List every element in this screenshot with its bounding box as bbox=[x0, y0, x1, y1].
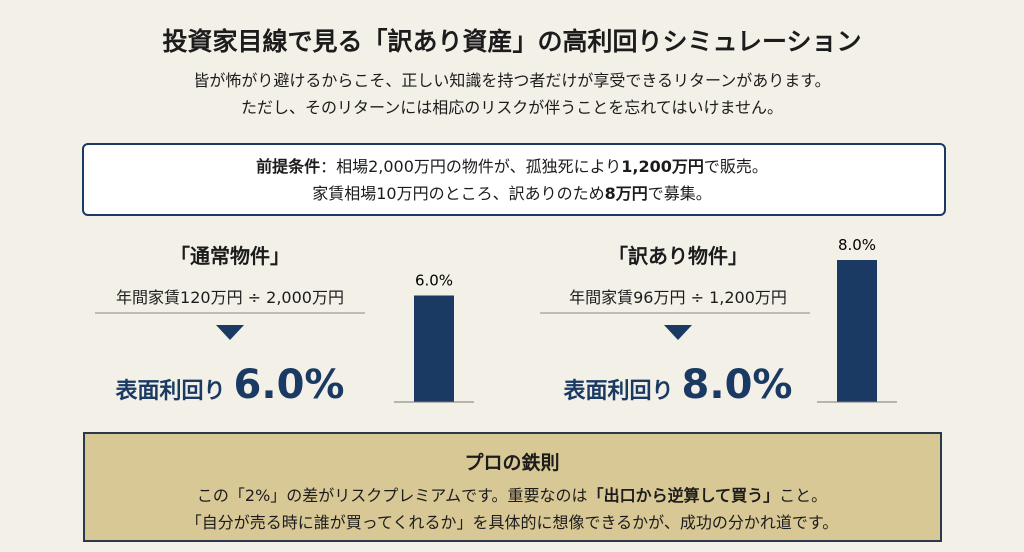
rule-line: 「自分が売る時に誰が買ってくれるか」を具体的に想像できるかが、成功の分かれ道です… bbox=[186, 509, 838, 533]
bar bbox=[837, 260, 877, 402]
rule-title: プロの鉄則 bbox=[464, 452, 560, 474]
formula: 年間家賃120万円 ÷ 2,000万円 bbox=[116, 288, 344, 307]
text-segment: この「2%」の差がリスクプレミアムです。重要なのは bbox=[196, 486, 588, 505]
card-title: 「訳あり物件」 bbox=[608, 244, 748, 268]
title: 投資家目線で見る「訳あり資産」の高利回りシミュレーション bbox=[162, 27, 862, 56]
yield-label: 表面利回り bbox=[563, 379, 674, 404]
yield: 表面利回り 6.0% bbox=[116, 362, 345, 408]
text-segment: ：相場2,000万円の物件が、孤独死により bbox=[320, 157, 622, 176]
subtitle: ただし、そのリターンには相応のリスクが伴うことを忘れてはいけません。 bbox=[241, 98, 783, 117]
subtitle: 皆が怖がり避けるからこそ、正しい知識を持つ者だけが享受できるリターンがあります。 bbox=[193, 71, 831, 90]
yield: 表面利回り 8.0% bbox=[564, 362, 793, 408]
yield-value: 6.0% bbox=[233, 362, 345, 408]
text-segment: 前提条件 bbox=[256, 157, 321, 176]
card-title: 「通常物件」 bbox=[170, 244, 290, 268]
premise-line: 前提条件：相場2,000万円の物件が、孤独死により1,200万円で販売。 bbox=[256, 153, 768, 177]
bar-label: 6.0% bbox=[415, 272, 453, 290]
premise-box bbox=[82, 143, 946, 216]
premise-line: 家賃相場10万円のところ、訳ありのため8万円で募集。 bbox=[312, 180, 712, 204]
text-segment: で募集。 bbox=[647, 184, 712, 203]
rule-line: この「2%」の差がリスクプレミアムです。重要なのは「出口から逆算して買う」こと。 bbox=[197, 482, 827, 506]
bar-label: 8.0% bbox=[838, 236, 876, 254]
formula: 年間家賃96万円 ÷ 1,200万円 bbox=[569, 288, 787, 307]
text-segment: 1,200万円 bbox=[621, 157, 704, 176]
text-segment: 8万円 bbox=[604, 184, 648, 203]
text-segment: で販売。 bbox=[703, 157, 768, 176]
text-segment: 「自分が売る時に誰が買ってくれるか」を具体的に想像できるかが、成功の分かれ道です… bbox=[185, 513, 839, 532]
yield-label: 表面利回り bbox=[115, 379, 226, 404]
arrow bbox=[216, 325, 244, 340]
yield-value: 8.0% bbox=[681, 362, 793, 408]
arrow bbox=[664, 325, 692, 340]
text-segment: こと。 bbox=[779, 486, 828, 505]
bar bbox=[414, 295, 454, 402]
rule-box bbox=[83, 432, 942, 542]
text-segment: 「出口から逆算して買う」 bbox=[587, 486, 780, 505]
text-segment: 家賃相場10万円のところ、訳ありのため bbox=[312, 184, 605, 203]
